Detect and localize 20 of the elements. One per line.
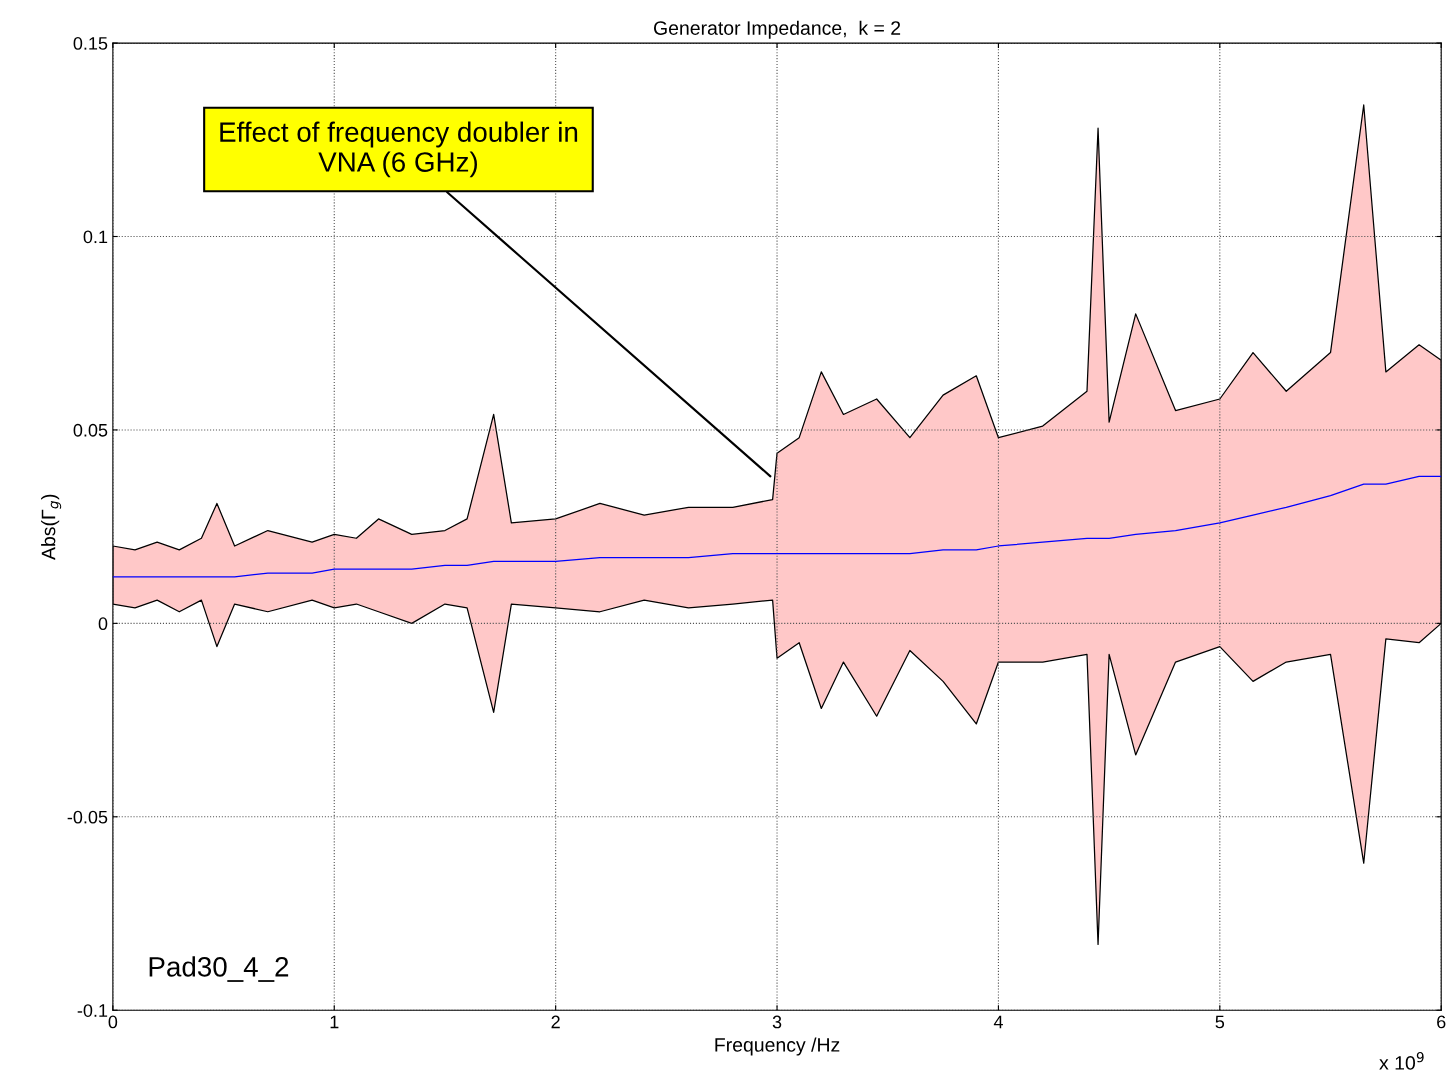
y-tick-label: 0.05	[73, 423, 108, 437]
x-tick-label: 6	[1437, 1015, 1446, 1029]
annotation: Pad30_4_2	[149, 956, 289, 982]
line-series	[112, 475, 1442, 578]
y-tick-label: 0.1	[83, 230, 108, 244]
y-tick-label: -0.1	[77, 1004, 108, 1017]
x-tick-label: 3	[772, 1015, 782, 1029]
text: x 10$^{9}$	[1379, 1052, 1424, 1070]
x-tick-label: 0	[108, 1015, 118, 1029]
y-tick-label: 0.15	[73, 37, 108, 50]
x-tick-label: 5	[1215, 1015, 1225, 1029]
x-tick-label: 2	[551, 1015, 560, 1029]
x-tick-label: 1	[330, 1015, 339, 1029]
y-axis-title: Abs(Γ$_{g}$)	[41, 494, 62, 560]
x-axis-title: Frequency /Hz	[715, 1037, 840, 1056]
y-tick-label: 0	[98, 617, 108, 631]
x-tick-label: 4	[993, 1015, 1003, 1029]
y-tick-label: -0.05	[67, 810, 108, 824]
annotation: Effect of frequency doubler in VNA (6 GHz)	[220, 121, 578, 178]
chart-title: Generator Impedance, k = 2	[654, 20, 901, 39]
